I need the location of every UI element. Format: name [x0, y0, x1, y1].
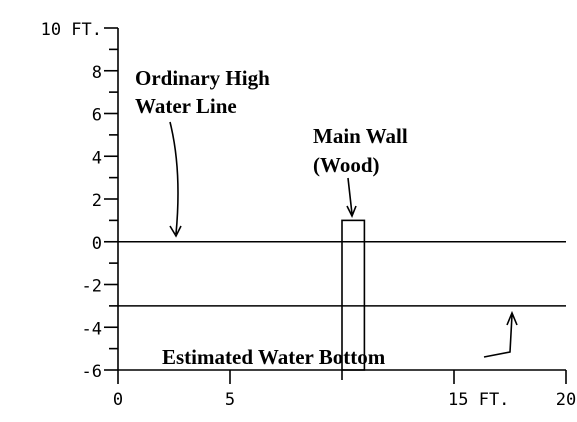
wall: [341, 219, 366, 371]
x-tick-label: 15 FT.: [448, 390, 509, 410]
x-tick-label: 5: [225, 390, 235, 410]
y-tick-label: -4: [82, 319, 102, 339]
arrow: [483, 310, 518, 358]
x-tick-label: 20: [556, 390, 576, 410]
y-tick-label: 0: [92, 234, 102, 254]
y-tick-label: 4: [92, 148, 102, 168]
y-tick-label: 2: [92, 191, 102, 211]
y-tick-label: 8: [92, 63, 102, 83]
y-tick-label: 6: [92, 106, 102, 126]
annotation: Water Line: [135, 94, 237, 118]
y-tick-label: -6: [82, 362, 102, 382]
x-tick-label: 0: [113, 390, 123, 410]
arrow: [169, 121, 182, 238]
y-tick-label: -2: [82, 277, 102, 297]
annotation: Ordinary High: [135, 66, 270, 90]
annotation: Estimated Water Bottom: [162, 345, 386, 369]
annotation: Main Wall: [313, 124, 408, 148]
annotation: (Wood): [313, 153, 380, 177]
arrow: [346, 177, 357, 218]
y-tick-label: 10 FT.: [41, 20, 102, 40]
